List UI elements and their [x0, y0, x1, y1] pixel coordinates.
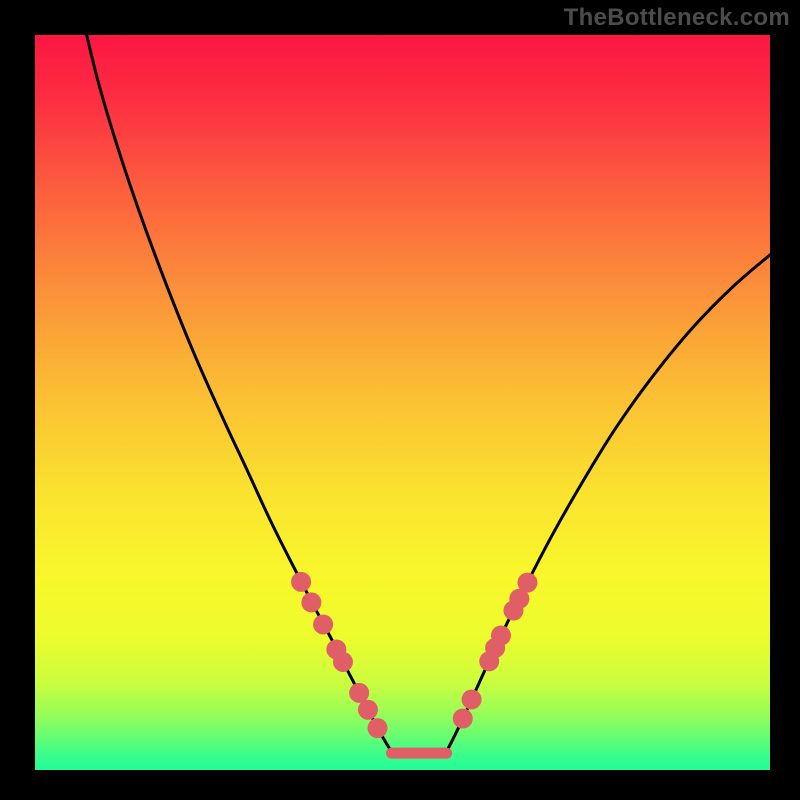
- curve-marker: [462, 689, 482, 709]
- curve-marker: [517, 573, 537, 593]
- curve-marker: [349, 683, 369, 703]
- gradient-background: [35, 35, 770, 770]
- curve-marker: [491, 625, 511, 645]
- chart-stage: TheBottleneck.com: [0, 0, 800, 800]
- watermark-text: TheBottleneck.com: [564, 4, 790, 32]
- curve-marker: [453, 709, 473, 729]
- curve-marker: [313, 614, 333, 634]
- curve-marker: [301, 592, 321, 612]
- curve-marker: [358, 700, 378, 720]
- curve-marker: [333, 652, 353, 672]
- bottleneck-chart: [35, 35, 770, 770]
- curve-marker: [291, 572, 311, 592]
- curve-marker: [368, 718, 388, 738]
